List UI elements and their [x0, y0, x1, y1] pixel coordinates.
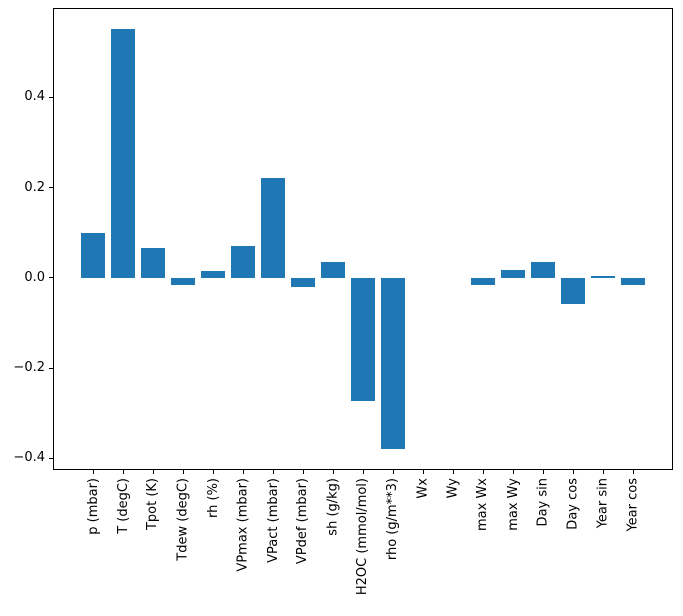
bar: [351, 277, 375, 401]
x-tick-label: T (degC): [115, 478, 131, 534]
y-tick-label: 0.4: [24, 89, 45, 105]
x-tick-label: rho (g/m**3): [385, 478, 401, 561]
x-tick-label: H2OC (mmol/mol): [355, 478, 371, 596]
bar: [81, 233, 105, 278]
bar: [201, 271, 225, 278]
x-tick-mark: [542, 470, 544, 474]
x-tick-mark: [632, 470, 634, 474]
x-tick-mark: [242, 470, 244, 474]
x-tick-mark: [452, 470, 454, 474]
bar: [381, 277, 405, 449]
bar: [501, 270, 525, 278]
y-tick-label: −0.4: [13, 450, 45, 466]
y-tick-label: −0.2: [13, 360, 45, 376]
x-tick-mark: [512, 470, 514, 474]
x-tick-mark: [212, 470, 214, 474]
bar: [261, 178, 285, 278]
y-tick-label: 0.0: [24, 269, 45, 285]
y-tick-mark: [49, 367, 53, 369]
bar: [561, 277, 585, 304]
x-tick-label: Day sin: [535, 478, 551, 527]
x-tick-label: Wx: [415, 478, 431, 499]
x-tick-label: VPmax (mbar): [235, 478, 251, 572]
x-tick-mark: [92, 470, 94, 474]
bar: [291, 277, 315, 288]
x-tick-label: VPact (mbar): [265, 478, 281, 563]
bar: [471, 277, 495, 286]
x-tick-label: Wy: [445, 478, 461, 499]
x-tick-label: VPdef (mbar): [295, 478, 311, 565]
y-tick-mark: [49, 277, 53, 279]
y-tick-mark: [49, 96, 53, 98]
bar: [231, 246, 255, 278]
x-tick-label: Tpot (K): [145, 478, 161, 531]
x-tick-label: rh (%): [205, 478, 221, 518]
x-tick-label: p (mbar): [85, 478, 101, 535]
bar: [531, 261, 555, 278]
plot-area: [53, 8, 673, 470]
x-tick-label: max Wx: [475, 478, 491, 532]
x-tick-mark: [422, 470, 424, 474]
bar: [111, 28, 135, 278]
x-tick-mark: [182, 470, 184, 474]
y-tick-mark: [49, 187, 53, 189]
x-tick-label: Day cos: [565, 478, 581, 530]
x-tick-mark: [152, 470, 154, 474]
x-tick-label: max Wy: [505, 478, 521, 531]
x-tick-mark: [482, 470, 484, 474]
y-tick-mark: [49, 457, 53, 459]
x-tick-mark: [272, 470, 274, 474]
x-tick-mark: [122, 470, 124, 474]
x-tick-label: Tdew (degC): [175, 478, 191, 561]
x-tick-label: sh (g/kg): [325, 478, 341, 536]
x-tick-mark: [392, 470, 394, 474]
y-tick-label: 0.2: [24, 179, 45, 195]
bar: [591, 275, 615, 278]
x-tick-mark: [362, 470, 364, 474]
x-tick-mark: [572, 470, 574, 474]
bar: [141, 248, 165, 278]
x-tick-mark: [302, 470, 304, 474]
bar: [321, 261, 345, 278]
bar: [621, 277, 645, 285]
x-tick-label: Year cos: [625, 478, 641, 532]
bar: [171, 277, 195, 286]
x-tick-mark: [602, 470, 604, 474]
x-tick-mark: [332, 470, 334, 474]
x-tick-label: Year sin: [595, 478, 611, 529]
